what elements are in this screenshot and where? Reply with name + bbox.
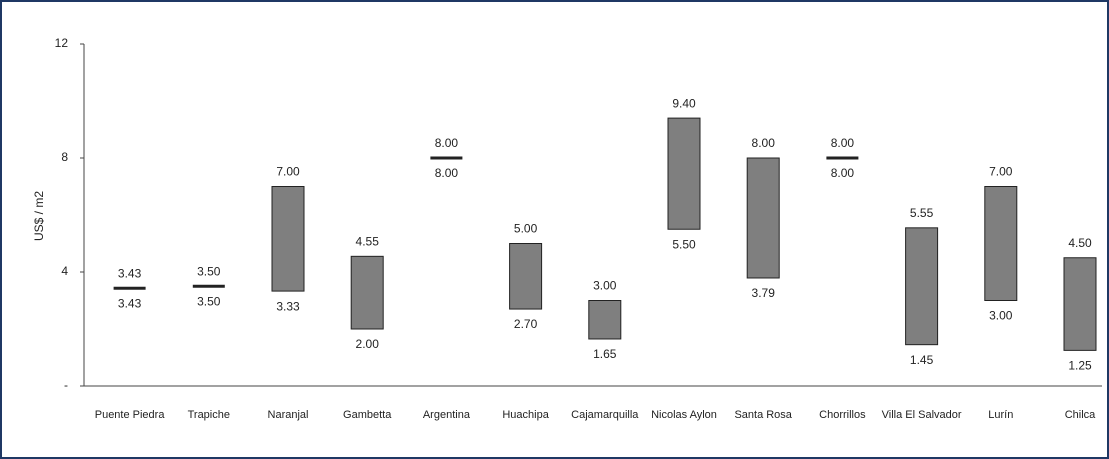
high-label: 5.00 bbox=[514, 222, 538, 236]
high-label: 3.50 bbox=[197, 264, 221, 278]
range-marker bbox=[192, 284, 225, 288]
range-marker bbox=[113, 286, 146, 290]
y-tick-label: 12 bbox=[55, 36, 69, 50]
low-label: 8.00 bbox=[435, 166, 459, 180]
x-tick-label: Naranjal bbox=[267, 409, 309, 421]
x-tick-label: Puente Piedra bbox=[94, 409, 165, 421]
range-bar bbox=[509, 243, 543, 310]
high-label: 3.00 bbox=[593, 279, 617, 293]
x-tick-label: Chorrillos bbox=[819, 409, 866, 421]
x-tick-label: Chilca bbox=[1064, 409, 1096, 421]
high-label: 4.55 bbox=[356, 234, 380, 248]
high-label: 8.00 bbox=[435, 136, 459, 150]
range-bar bbox=[746, 157, 780, 279]
range-bar bbox=[1063, 257, 1097, 351]
low-label: 3.00 bbox=[989, 309, 1013, 323]
range-bar bbox=[271, 186, 305, 292]
x-tick-label: Argentina bbox=[422, 409, 470, 421]
low-label: 1.45 bbox=[910, 353, 934, 367]
x-tick-label: Huachipa bbox=[502, 409, 549, 421]
low-label: 1.25 bbox=[1068, 359, 1092, 373]
high-label: 9.40 bbox=[672, 96, 696, 110]
range-marker bbox=[826, 156, 859, 160]
low-label: 8.00 bbox=[831, 166, 855, 180]
x-tick-label: Gambetta bbox=[343, 409, 392, 421]
low-label: 5.50 bbox=[672, 237, 696, 251]
high-label: 8.00 bbox=[831, 136, 855, 150]
y-tick-label: 4 bbox=[61, 264, 68, 278]
range-bar bbox=[984, 186, 1018, 301]
low-label: 3.79 bbox=[752, 286, 776, 300]
x-tick-label: Trapiche bbox=[187, 409, 230, 421]
low-label: 1.65 bbox=[593, 347, 617, 361]
x-tick-label: Villa El Salvador bbox=[881, 409, 962, 421]
high-label: 4.50 bbox=[1068, 236, 1092, 250]
high-label: 7.00 bbox=[276, 165, 300, 179]
low-label: 2.00 bbox=[356, 337, 380, 351]
high-label: 7.00 bbox=[989, 165, 1013, 179]
high-label: 3.43 bbox=[118, 266, 142, 280]
high-label: 5.55 bbox=[910, 206, 934, 220]
range-bar bbox=[588, 300, 622, 340]
range-bar bbox=[667, 117, 701, 230]
range-bar bbox=[350, 255, 384, 330]
high-label: 8.00 bbox=[752, 136, 776, 150]
low-label: 2.70 bbox=[514, 317, 538, 331]
x-tick-label: Lurín bbox=[988, 409, 1014, 421]
low-label: 3.43 bbox=[118, 296, 142, 310]
y-tick-label: - bbox=[64, 378, 68, 392]
x-tick-label: Nicolas Aylon bbox=[651, 409, 717, 421]
range-bar bbox=[905, 227, 939, 346]
y-tick-label: 8 bbox=[61, 150, 68, 164]
x-tick-label: Cajamarquilla bbox=[571, 409, 639, 421]
low-label: 3.33 bbox=[276, 299, 300, 313]
x-tick-label: Santa Rosa bbox=[734, 409, 792, 421]
range-marker bbox=[430, 156, 463, 160]
low-label: 3.50 bbox=[197, 294, 221, 308]
y-axis-label: US$ / m2 bbox=[32, 191, 46, 241]
